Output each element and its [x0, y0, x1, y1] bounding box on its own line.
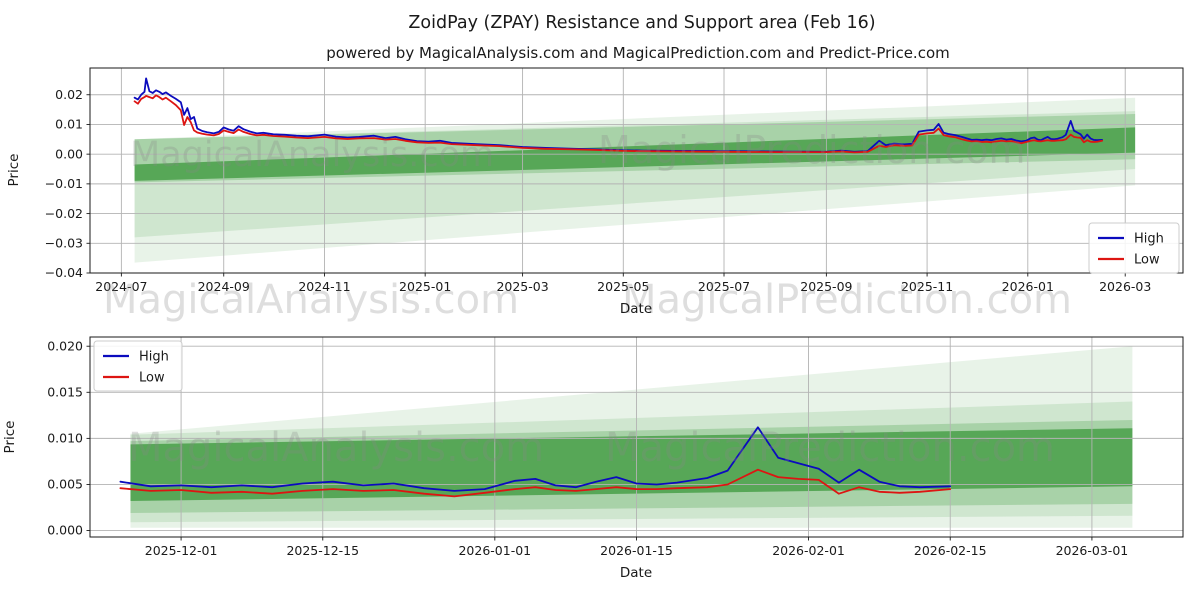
watermark-text: MagicalAnalysis.com — [103, 277, 519, 323]
page-title: ZoidPay (ZPAY) Resistance and Support ar… — [408, 13, 876, 33]
x-tick-label: 2025-05 — [597, 279, 649, 294]
x-tick-label: 2025-07 — [698, 279, 750, 294]
top-chart: 2024-07 2024-09 2024-11 2025-01 2025-03 2025-… — [45, 67, 1184, 294]
y-tick-label: 0.010 — [47, 431, 83, 446]
y-tick-label: −0.03 — [45, 235, 83, 250]
x-tick-label: 2026-02-15 — [914, 543, 987, 558]
y-tick-label: 0.020 — [47, 338, 83, 353]
legend-box — [93, 340, 183, 392]
x-tick-label: 2025-11 — [901, 279, 953, 294]
bottom-chart: 2025-12-01 2025-12-15 2026-01-01 2026-01-15… — [47, 336, 1184, 558]
y-tick-label: 0.005 — [47, 477, 83, 492]
x-tick-label: 2024-11 — [298, 279, 350, 294]
legend-box — [1088, 222, 1180, 274]
y-tick-label: −0.02 — [45, 206, 83, 221]
x-tick-label: 2026-01-01 — [458, 543, 531, 558]
legend-label: High — [139, 350, 169, 365]
x-tick-label: 2025-01 — [399, 279, 451, 294]
top-chart-x-axis-label: Date — [619, 301, 653, 317]
bottom-chart-x-axis-label: Date — [619, 565, 653, 581]
x-tick-label: 2025-03 — [496, 279, 548, 294]
x-tick-label: 2026-01 — [1002, 279, 1054, 294]
y-tick-label: −0.01 — [45, 176, 83, 191]
legend-label: Low — [1134, 253, 1160, 268]
y-tick-label: 0.000 — [47, 523, 83, 538]
low-line — [133, 94, 1103, 154]
bottom-chart-y-axis-label: Price — [2, 420, 18, 454]
legend: High Low — [1088, 222, 1180, 274]
x-tick-label: 2024-07 — [95, 279, 147, 294]
x-tick-label: 2025-12-01 — [145, 543, 218, 558]
x-tick-label: 2026-03 — [1099, 279, 1151, 294]
y-tick-label: 0.02 — [55, 87, 83, 102]
y-tick-label: 0.015 — [47, 384, 83, 399]
watermark-text: MagicalPrediction.com — [598, 128, 1026, 172]
chart-subtitle: powered by MagicalAnalysis.com and Magic… — [326, 44, 950, 62]
legend-label: Low — [139, 371, 165, 386]
x-tick-label: 2026-01-15 — [600, 543, 673, 558]
watermark-text: MagicalPrediction.com — [622, 277, 1072, 323]
top-chart-y-axis-label: Price — [6, 153, 22, 187]
low-line — [119, 468, 952, 498]
x-tick-label: 2025-09 — [800, 279, 852, 294]
y-tick-label: 0.01 — [55, 117, 83, 132]
plot-border — [89, 67, 1184, 274]
y-tick-label: 0.00 — [55, 146, 83, 161]
x-tick-label: 2026-03-01 — [1056, 543, 1129, 558]
high-line — [119, 426, 952, 492]
x-tick-label: 2024-09 — [198, 279, 250, 294]
watermark-text: MagicalAnalysis.com — [128, 425, 544, 471]
y-tick-label: −0.04 — [45, 265, 83, 280]
watermark-text: MagicalAnalysis.com — [130, 135, 494, 175]
watermark-text: MagicalPrediction.com — [605, 425, 1055, 471]
x-tick-label: 2025-12-15 — [286, 543, 359, 558]
legend-label: High — [1134, 232, 1164, 247]
x-tick-label: 2026-02-01 — [772, 543, 845, 558]
legend: High Low — [93, 340, 183, 392]
